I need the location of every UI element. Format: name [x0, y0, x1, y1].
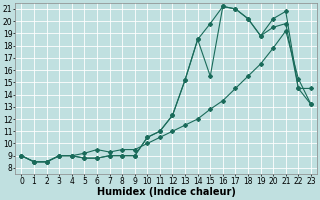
X-axis label: Humidex (Indice chaleur): Humidex (Indice chaleur): [97, 187, 236, 197]
